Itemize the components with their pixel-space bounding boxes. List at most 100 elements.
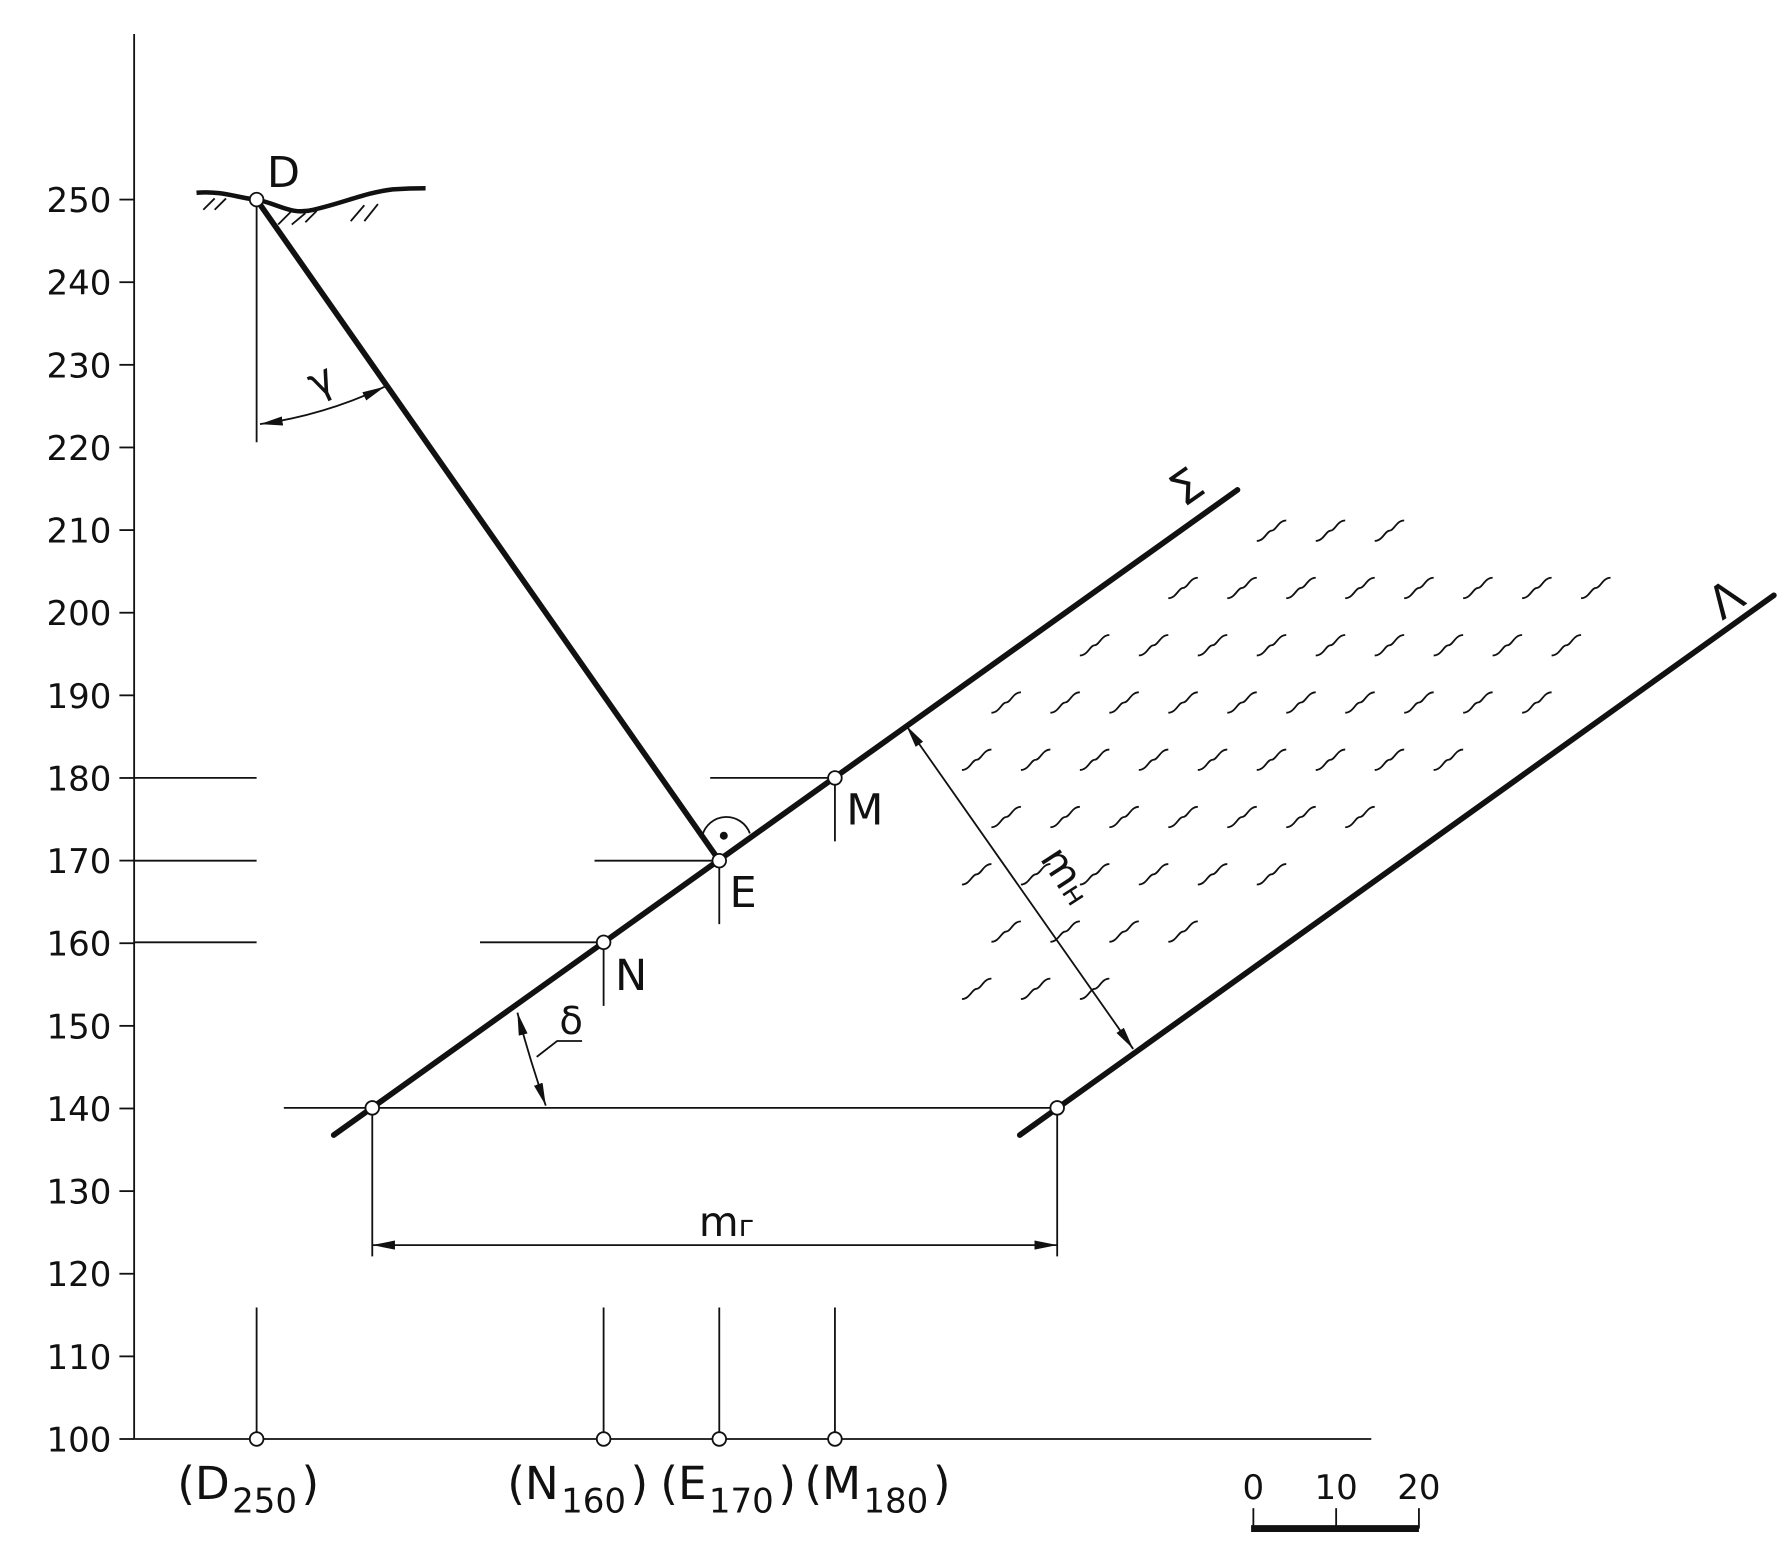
projection-label: (D250) <box>177 1457 319 1522</box>
wave <box>1580 576 1611 600</box>
wave <box>1050 920 1080 943</box>
wave <box>961 748 992 771</box>
wave <box>1138 863 1169 886</box>
point-label: M <box>846 785 883 835</box>
tick-label: 210 <box>47 512 112 552</box>
projection-open: (M <box>804 1457 861 1510</box>
wave <box>1463 576 1493 600</box>
wave <box>1256 748 1287 771</box>
plane-sigma <box>330 487 1241 1138</box>
projection-label: (E170) <box>660 1457 796 1522</box>
scale-label: 20 <box>1397 1468 1440 1508</box>
point-marker <box>595 934 612 951</box>
tick-label: 150 <box>47 1007 112 1047</box>
right-angle <box>701 816 751 836</box>
tick-label: 230 <box>47 346 112 386</box>
dimension-text: m <box>699 1198 739 1246</box>
point-ticks <box>602 777 836 1006</box>
wave <box>1521 691 1552 714</box>
point-marker <box>827 770 843 786</box>
wave <box>1433 748 1464 771</box>
wave <box>1492 634 1523 657</box>
point-marker <box>248 191 265 208</box>
projection-label: (N160) <box>507 1457 648 1522</box>
tick-label: 110 <box>47 1338 112 1378</box>
wave <box>1020 748 1051 771</box>
plane-label: Λ <box>1698 569 1754 630</box>
dimension-subscript: г <box>739 1209 754 1243</box>
wave <box>1109 805 1139 829</box>
wave <box>1463 691 1493 714</box>
tick-label: 200 <box>47 594 112 634</box>
point-marker <box>827 1431 843 1447</box>
wave <box>1286 691 1316 714</box>
wave <box>1109 691 1139 714</box>
tick-label: 180 <box>47 759 112 799</box>
tick-label: 130 <box>47 1173 112 1213</box>
tick-label: 190 <box>47 677 112 717</box>
wave <box>1227 805 1257 829</box>
wave <box>1521 576 1552 600</box>
plane-lambda <box>1016 592 1777 1138</box>
wave <box>1138 748 1169 771</box>
wave <box>1138 634 1169 657</box>
wave <box>1256 863 1287 886</box>
wave <box>1079 634 1110 657</box>
angle-label: δ <box>559 999 583 1044</box>
wave <box>1551 634 1582 657</box>
point-marker <box>1049 1100 1065 1116</box>
projection-close: ) <box>302 1457 320 1510</box>
dimension-label: mг <box>699 1198 754 1246</box>
wave <box>1404 691 1434 714</box>
right-angle-dot <box>719 831 728 840</box>
wave <box>1315 519 1346 542</box>
wave <box>1079 748 1110 771</box>
tick-label: 250 <box>47 181 112 221</box>
wave <box>1286 805 1316 829</box>
wave <box>1168 920 1198 943</box>
projection-lines <box>255 1307 836 1440</box>
wave <box>1404 576 1434 600</box>
projection-close: ) <box>778 1457 796 1510</box>
point-label: E <box>729 868 756 918</box>
projection-close: ) <box>933 1457 951 1510</box>
plane-label: Σ <box>1160 457 1214 517</box>
delta-leader <box>536 1040 583 1058</box>
scale-label: 10 <box>1315 1468 1358 1508</box>
wave <box>1020 977 1051 1000</box>
projection-close: ) <box>631 1457 649 1510</box>
projection-open: (E <box>660 1457 706 1510</box>
wave <box>1079 977 1110 1000</box>
tick-label: 160 <box>47 925 112 965</box>
wave <box>1168 576 1198 600</box>
scale-label: 0 <box>1243 1468 1265 1508</box>
point-marker <box>248 1431 265 1447</box>
wave <box>1197 634 1228 657</box>
wave <box>1374 748 1405 771</box>
gamma-arc <box>259 385 386 426</box>
wave <box>1374 519 1405 542</box>
wave <box>1168 691 1198 714</box>
normal-line <box>253 196 723 864</box>
wave <box>991 691 1022 714</box>
water-pattern <box>961 519 1611 1000</box>
point-markers <box>248 191 1065 1447</box>
projection-open: (N <box>507 1457 559 1510</box>
wave <box>1315 634 1346 657</box>
wave <box>1050 805 1080 829</box>
projection-open: (D <box>177 1457 230 1510</box>
tick-label: 120 <box>47 1255 112 1295</box>
tick-label: 220 <box>47 429 112 469</box>
point-label: D <box>267 148 300 198</box>
projection-subscript: 170 <box>709 1482 774 1522</box>
wave <box>1345 576 1375 600</box>
tick-label: 170 <box>47 842 112 882</box>
extension-lines <box>371 1107 1059 1257</box>
wave <box>1020 863 1051 886</box>
delta-arc <box>516 1012 547 1106</box>
wave <box>1227 691 1257 714</box>
projection-subscript: 250 <box>232 1482 297 1522</box>
wave <box>1345 805 1375 829</box>
